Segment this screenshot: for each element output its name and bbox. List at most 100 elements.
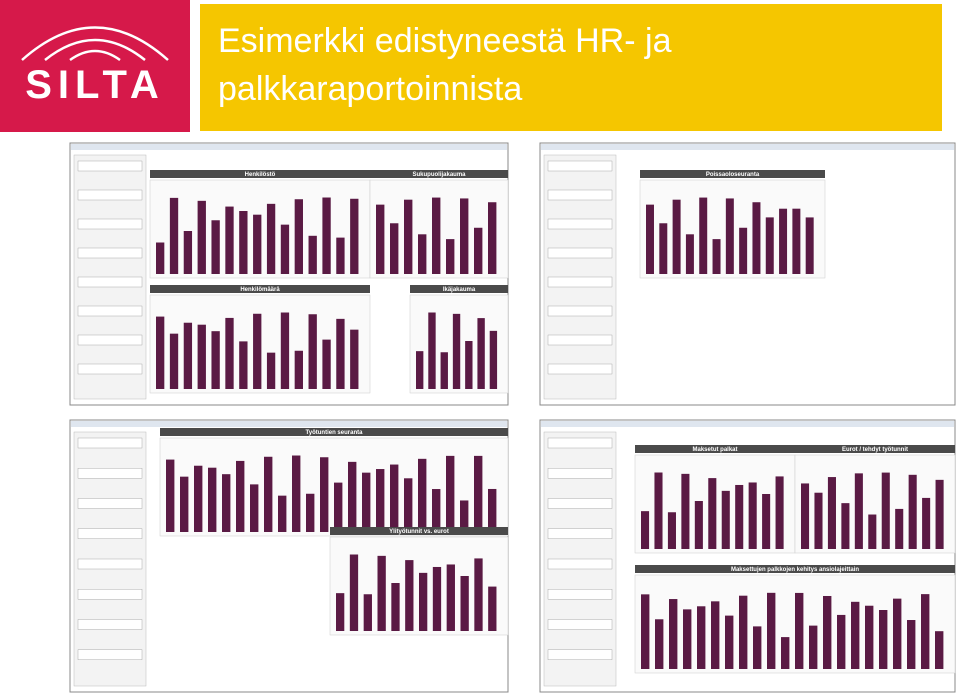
decor-bar <box>278 495 287 532</box>
decor-bar <box>669 599 678 669</box>
decor-bar <box>320 457 329 532</box>
decor-bar <box>208 467 217 532</box>
decor-bar <box>390 223 399 274</box>
decor-bar <box>697 606 706 669</box>
decor-bar <box>183 322 193 389</box>
decor-bar <box>264 456 273 532</box>
panel-title: Henkilöstö <box>245 172 276 178</box>
sidebar-field <box>547 558 613 570</box>
decor-bar <box>814 492 823 549</box>
decor-bar <box>474 227 483 274</box>
panel-header <box>160 428 508 436</box>
decor-bar <box>363 594 372 631</box>
sidebar-field <box>77 528 143 539</box>
decor-bar <box>336 237 345 274</box>
decor-bar <box>306 493 315 532</box>
sidebar-field <box>547 218 613 230</box>
decor-bar <box>935 479 944 549</box>
decor-bar <box>762 493 771 549</box>
decor-bar <box>708 478 717 549</box>
decor-bar <box>452 313 461 389</box>
decor-bar <box>711 601 720 669</box>
decor-bar <box>197 324 206 389</box>
decor-bar <box>765 217 774 274</box>
decor-bar <box>183 231 193 274</box>
decor-bar <box>767 592 776 669</box>
decor-bar <box>446 455 455 532</box>
sidebar-field <box>547 247 613 259</box>
decor-bar <box>474 558 483 631</box>
decor-bar <box>253 313 262 389</box>
decor-bar <box>739 595 748 669</box>
decor-bar <box>477 318 485 389</box>
sidebar-field <box>547 363 613 375</box>
decor-bar <box>488 488 497 532</box>
panel-title: Eurot / tehdyt työtunnit <box>842 447 908 453</box>
decor-bar <box>236 460 245 532</box>
decor-bar <box>349 554 359 631</box>
decor-bar <box>641 594 650 669</box>
panel-title: Poissaoloseuranta <box>706 172 760 178</box>
sidebar-field <box>547 160 613 172</box>
decor-bar <box>253 214 262 274</box>
decor-bar <box>156 242 165 274</box>
decor-bar <box>907 620 916 669</box>
sidebar-field <box>547 276 613 288</box>
decor-bar <box>865 605 874 669</box>
decor-bar <box>432 489 441 532</box>
decor-bar <box>211 220 220 274</box>
decor-bar <box>428 312 436 389</box>
sidebar-field <box>547 305 613 317</box>
decor-bar <box>474 455 483 532</box>
decor-bar <box>779 208 788 274</box>
decor-bar <box>416 351 424 389</box>
sidebar-field <box>77 334 143 346</box>
sidebar-field <box>77 649 143 660</box>
decor-bar <box>376 469 385 532</box>
panel-header <box>795 445 955 453</box>
panel-header <box>640 170 825 178</box>
sidebar-field <box>77 468 143 479</box>
decor-bar <box>809 625 818 669</box>
tab-strip <box>71 421 507 427</box>
sidebar-field <box>77 589 143 600</box>
decor-bar <box>795 592 804 669</box>
decor-bar <box>194 465 203 532</box>
decor-bar <box>725 615 734 669</box>
sidebar-field <box>77 160 143 172</box>
sidebar-field <box>77 363 143 375</box>
decor-bar <box>404 478 413 532</box>
decor-bar <box>655 619 664 669</box>
panel-title: Ikäjakauma <box>443 287 476 293</box>
panel-header <box>150 170 370 178</box>
panel-title: Ylityötunnit vs. eurot <box>389 529 449 535</box>
sidebar-field <box>77 619 143 630</box>
decor-bar <box>488 586 497 631</box>
decor-bar <box>781 637 790 669</box>
tab-strip <box>71 144 507 150</box>
decor-bar <box>721 490 730 549</box>
tab-strip <box>541 421 954 427</box>
decor-bar <box>801 483 810 549</box>
decor-bar <box>654 472 663 549</box>
decor-bar <box>390 464 399 532</box>
decor-bar <box>336 318 345 389</box>
decor-bar <box>922 497 931 549</box>
decor-bar <box>694 501 703 549</box>
decor-bar <box>739 227 748 274</box>
sidebar-field <box>547 468 613 479</box>
decor-bar <box>432 566 442 631</box>
decor-bar <box>725 198 734 274</box>
decor-bar <box>792 208 801 274</box>
decor-bar <box>672 199 681 274</box>
decor-bar <box>881 472 890 549</box>
decor-bar <box>405 560 414 631</box>
decor-bar <box>712 239 721 274</box>
panel-title: Työtuntien seuranta <box>306 430 364 436</box>
decor-bar <box>280 312 290 389</box>
title-box <box>200 4 942 131</box>
sidebar-field <box>77 437 143 449</box>
sidebar-field <box>547 189 613 201</box>
decor-bar <box>391 583 400 631</box>
decor-bar <box>239 211 248 274</box>
